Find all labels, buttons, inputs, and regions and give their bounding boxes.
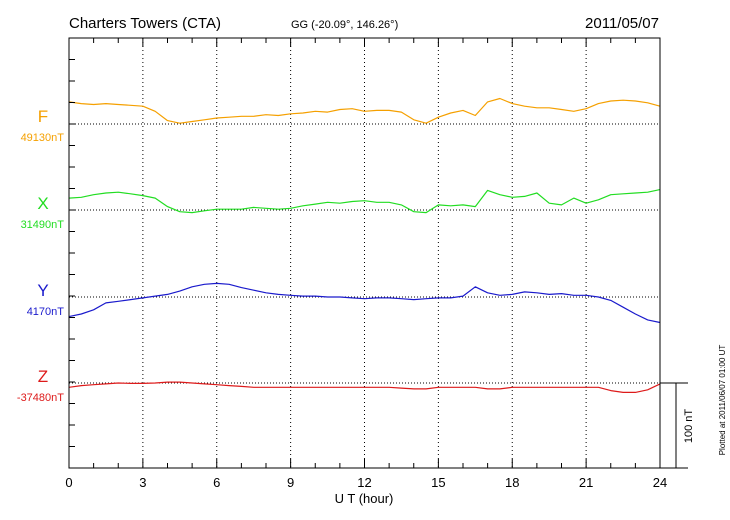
- series-line-y: [68, 282, 661, 324]
- station-title: Charters Towers (CTA): [69, 15, 221, 32]
- series-name-f: F: [38, 107, 48, 126]
- scale-bar: 100 nT: [660, 382, 695, 469]
- x-tick-labels: 0 3 6 9 12 15 18 21 24: [65, 475, 667, 490]
- series-name-z: Z: [38, 367, 48, 386]
- x-tick-label: 9: [287, 475, 294, 490]
- plotted-at-note: Plotted at 2011/06/07 01:00 UT: [718, 345, 727, 456]
- series-baseline-label-y: 4170nT: [27, 306, 65, 318]
- x-tick-label: 12: [357, 475, 371, 490]
- series-traces: [68, 97, 661, 393]
- x-tick-label: 24: [653, 475, 667, 490]
- x-tick-label: 6: [213, 475, 220, 490]
- series-baseline-label-z: -37480nT: [17, 392, 64, 404]
- x-axis-label: U T (hour): [335, 491, 394, 506]
- x-tick-label: 15: [431, 475, 445, 490]
- series-line-f: [68, 97, 661, 124]
- baseline-lines: [69, 123, 660, 384]
- scale-bar-label: 100 nT: [683, 409, 695, 444]
- series-baseline-label-f: 49130nT: [21, 132, 65, 144]
- x-tick-label: 3: [139, 475, 146, 490]
- plot-date: 2011/05/07: [585, 15, 659, 32]
- station-coords: GG (-20.09°, 146.26°): [291, 19, 398, 31]
- series-line-x: [68, 189, 661, 214]
- series-line-z: [68, 381, 661, 393]
- series-labels: F 49130nT X 31490nT Y 4170nT Z -37480nT: [17, 107, 64, 404]
- tick-marks: [68, 37, 661, 469]
- series-baseline-label-x: 31490nT: [21, 219, 65, 231]
- x-tick-label: 18: [505, 475, 519, 490]
- series-name-x: X: [37, 194, 48, 213]
- x-tick-label: 21: [579, 475, 593, 490]
- plot-frame: [68, 37, 661, 469]
- series-name-y: Y: [37, 281, 48, 300]
- x-tick-label: 0: [65, 475, 72, 490]
